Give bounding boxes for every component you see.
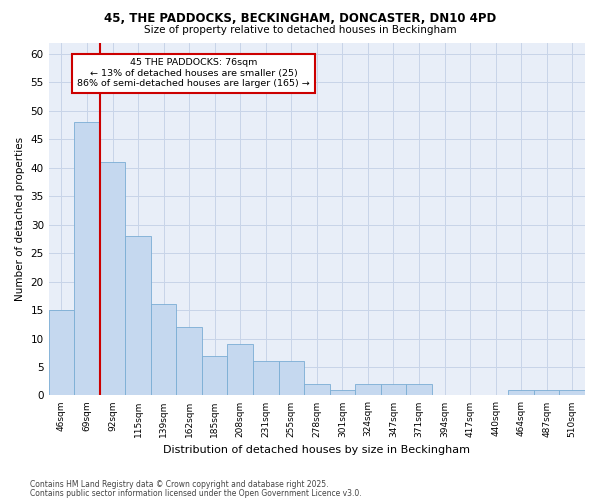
Bar [534,390,559,396]
Bar [406,384,432,396]
Text: 45 THE PADDOCKS: 76sqm
← 13% of detached houses are smaller (25)
86% of semi-det: 45 THE PADDOCKS: 76sqm ← 13% of detached… [77,58,310,88]
Y-axis label: Number of detached properties: Number of detached properties [15,137,25,301]
Bar [253,362,278,396]
Bar [100,162,125,396]
Bar [508,390,534,396]
Bar [151,304,176,396]
Bar [202,356,227,396]
Text: Contains HM Land Registry data © Crown copyright and database right 2025.: Contains HM Land Registry data © Crown c… [30,480,329,489]
Text: Contains public sector information licensed under the Open Government Licence v3: Contains public sector information licen… [30,488,362,498]
Bar [380,384,406,396]
Bar [227,344,253,396]
Bar [278,362,304,396]
Bar [74,122,100,396]
Bar [355,384,380,396]
Bar [304,384,329,396]
Bar [176,327,202,396]
Text: 45, THE PADDOCKS, BECKINGHAM, DONCASTER, DN10 4PD: 45, THE PADDOCKS, BECKINGHAM, DONCASTER,… [104,12,496,26]
Text: Size of property relative to detached houses in Beckingham: Size of property relative to detached ho… [143,25,457,35]
Bar [49,310,74,396]
X-axis label: Distribution of detached houses by size in Beckingham: Distribution of detached houses by size … [163,445,470,455]
Bar [559,390,585,396]
Bar [125,236,151,396]
Bar [329,390,355,396]
